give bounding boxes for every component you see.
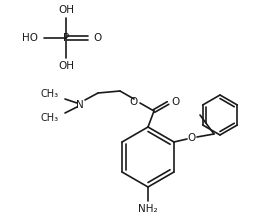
Text: O: O [130, 97, 138, 107]
Text: OH: OH [58, 61, 74, 71]
Text: O: O [94, 33, 102, 43]
Text: P: P [63, 33, 69, 43]
Text: HO: HO [22, 33, 38, 43]
Text: N: N [76, 100, 84, 110]
Text: CH₃: CH₃ [41, 89, 59, 99]
Text: O: O [188, 133, 196, 143]
Text: O: O [171, 97, 179, 107]
Text: OH: OH [58, 5, 74, 15]
Text: NH₂: NH₂ [138, 204, 158, 214]
Text: CH₃: CH₃ [41, 113, 59, 123]
